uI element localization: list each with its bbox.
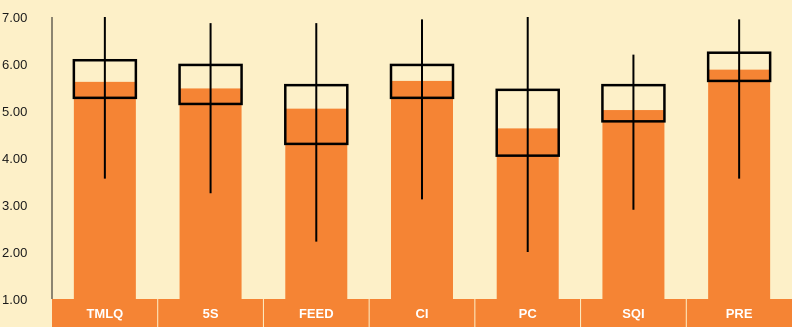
x-tick-label: 5S: [203, 306, 219, 321]
y-axis: 1.00 2.00 3.00 4.00 5.00 6.00 7.00: [2, 10, 53, 307]
y-tick-label: 2.00: [2, 245, 27, 260]
y-tick-label: 3.00: [2, 198, 27, 213]
x-tick-label: TMLQ: [86, 306, 123, 321]
x-tick-label: PRE: [726, 306, 753, 321]
boxes: [72, 17, 772, 252]
y-tick-label: 7.00: [2, 10, 27, 25]
x-tick-label: SQI: [622, 306, 644, 321]
category-band: [52, 299, 792, 327]
x-tick-label: CI: [416, 306, 429, 321]
y-tick-label: 1.00: [2, 292, 27, 307]
x-tick-label: FEED: [299, 306, 334, 321]
y-tick-label: 6.00: [2, 57, 27, 72]
y-tick-label: 4.00: [2, 151, 27, 166]
x-axis: TMLQ 5S FEED CI PC SQI PRE: [52, 299, 792, 327]
y-tick-label: 5.00: [2, 104, 27, 119]
x-tick-label: PC: [519, 306, 538, 321]
